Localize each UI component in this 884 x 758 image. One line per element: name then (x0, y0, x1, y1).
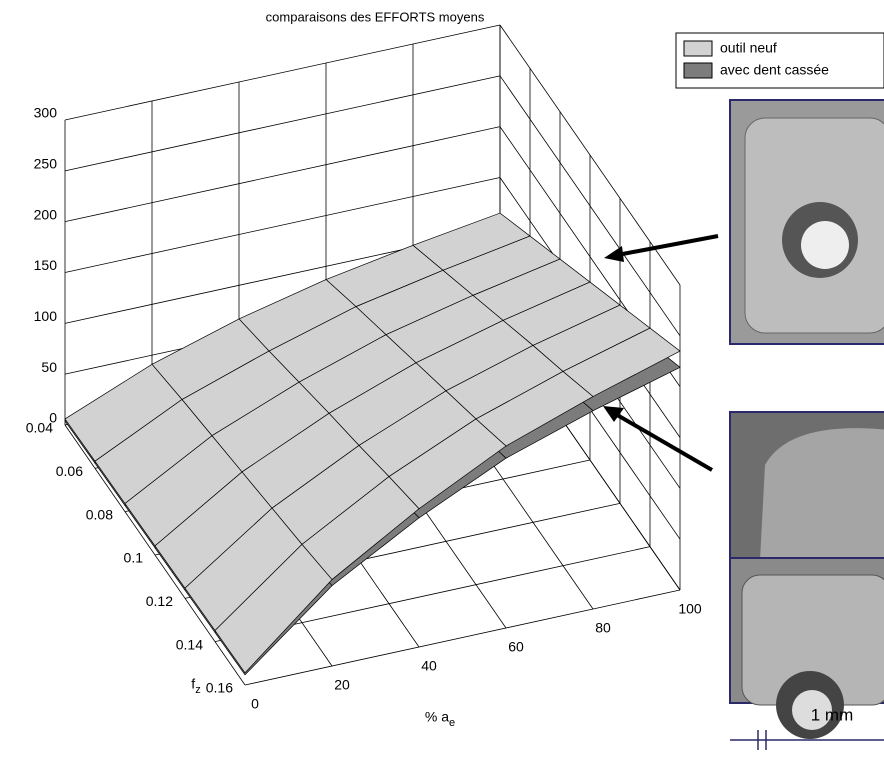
insert-broken (760, 428, 884, 560)
z-tick-label: 100 (34, 308, 58, 324)
y-tick-label: 0.14 (176, 636, 203, 652)
y-tick-label: 0.12 (146, 593, 173, 609)
insert-hole-inner (801, 221, 849, 269)
legend-label: avec dent cassée (720, 62, 829, 78)
y-tick-label: 0.06 (56, 463, 83, 479)
legend-label: outil neuf (720, 40, 777, 56)
z-tick-label: 150 (34, 257, 58, 273)
grid-line (499, 24, 681, 286)
y-tick-label: 0.04 (26, 420, 53, 436)
x-tick-label: 40 (421, 658, 437, 674)
arrow-head (603, 406, 624, 422)
grid-line (64, 126, 501, 223)
chart-title: comparaisons des EFFORTS moyens (266, 9, 485, 24)
arrow (611, 234, 719, 258)
subscript: z (195, 684, 201, 696)
z-tick-label: 300 (34, 105, 58, 121)
y-tick-label: 0.1 (124, 550, 144, 566)
subscript: e (449, 717, 455, 729)
x-tick-label: 80 (595, 620, 611, 636)
x-tick-label: 0 (251, 696, 259, 712)
scale-label: 1 mm (811, 705, 854, 724)
y-tick-label: 0.16 (206, 680, 233, 696)
grid-line (64, 177, 501, 273)
photos: 1 mm (603, 99, 884, 750)
surface-patch (214, 543, 333, 674)
arrow (610, 410, 714, 472)
grid-line (244, 589, 681, 686)
y-axis-label: fz (191, 676, 200, 696)
insert-hole-inner-2 (792, 690, 832, 730)
z-tick-label: 50 (41, 359, 57, 375)
legend-swatch (683, 40, 713, 57)
z-tick-label: 250 (34, 156, 58, 172)
grid-line (64, 24, 501, 121)
legend: outil neuf avec dent cassée (675, 32, 884, 89)
grid-line (499, 75, 681, 337)
x-tick-label: 60 (508, 639, 524, 655)
arrow-head (604, 246, 624, 262)
x-tick-label: 20 (334, 677, 350, 693)
grid-line (64, 75, 501, 172)
x-axis-label: % ae (425, 709, 455, 729)
legend-swatch (683, 62, 713, 79)
surface (64, 212, 681, 674)
z-tick-label: 200 (34, 206, 58, 222)
z-tick-label: 0 (49, 410, 57, 426)
x-tick-label: 100 (678, 601, 702, 617)
y-tick-label: 0.08 (86, 506, 113, 522)
